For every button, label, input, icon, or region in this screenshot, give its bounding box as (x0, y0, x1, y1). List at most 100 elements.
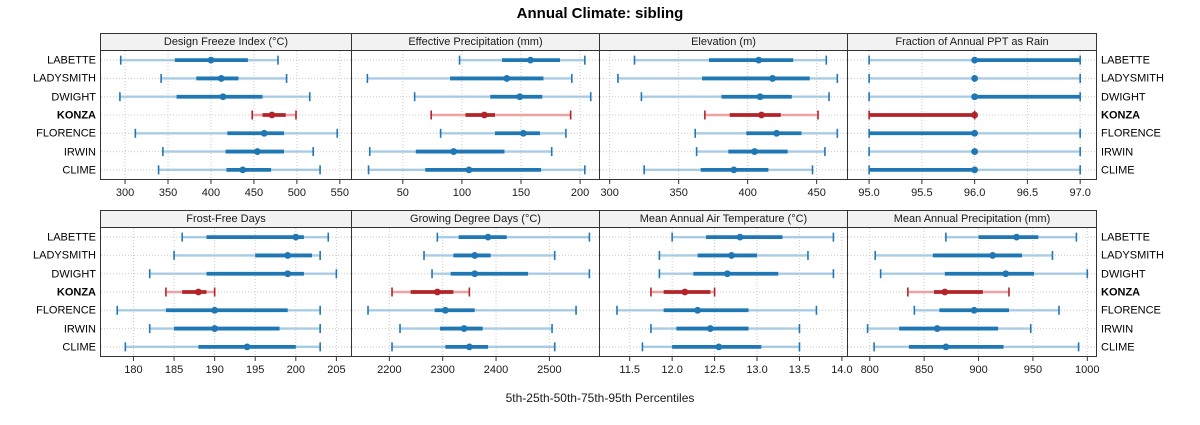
tick-label: 100 (453, 187, 471, 199)
tick-label: 12.0 (661, 364, 682, 376)
station-label-left-row0-clime: CLIME (62, 164, 96, 177)
x-axis-frost-free-days: 180 185 190 195 200 205 (100, 357, 352, 379)
whisker-fraction-annual-ppt-as-rain-florence (868, 128, 1081, 138)
station-label-right-row1-konza: KONZA (1101, 286, 1141, 299)
panel-plot-elevation (599, 50, 848, 180)
panel-plot-frost-free-days (100, 227, 352, 357)
station-label-left-row1-clime: CLIME (62, 341, 96, 354)
panel-header-elevation: Elevation (m) (599, 33, 848, 51)
panel-header-design-freeze-index: Design Freeze Index (°C) (100, 33, 352, 51)
plot-canvas-mean-annual-precipitation (848, 228, 1096, 356)
whisker-effective-precipitation-clime (367, 165, 586, 175)
tick-label: 350 (669, 187, 687, 199)
median-dot (736, 233, 744, 241)
median-dot (941, 288, 949, 296)
median-dot (441, 306, 449, 314)
tick-label: 450 (245, 187, 263, 199)
whisker-effective-precipitation-florence (439, 128, 567, 138)
tick-label: 2500 (537, 364, 561, 376)
whisker-frost-free-days-konza (165, 287, 216, 297)
whisker-mean-annual-air-temperature-labette (671, 232, 835, 242)
tick-label: 200 (287, 364, 305, 376)
panel-effective-precipitation: Effective Precipitation (mm) 50 100 150 200 (351, 33, 600, 202)
whisker-elevation-clime (643, 165, 814, 175)
panel-plot-design-freeze-index (100, 50, 352, 180)
station-label-left-row0-florence: FLORENCE (36, 127, 96, 140)
whisker-frost-free-days-labette (181, 232, 330, 242)
median-dot (471, 252, 479, 259)
panel-plot-mean-annual-air-temperature (599, 227, 848, 357)
median-dot (450, 148, 458, 155)
x-axis-growing-degree-days: 2200 2300 2400 2500 (351, 357, 600, 379)
median-dot (211, 306, 219, 314)
whisker-mean-annual-precipitation-konza (907, 287, 1010, 297)
whisker-growing-degree-days-ladysmith (423, 250, 556, 260)
whisker-design-freeze-index-florence (134, 128, 339, 138)
station-label-right-row0-ladysmith: LADYSMITH (1101, 72, 1164, 85)
median-dot (751, 148, 758, 155)
median-dot (715, 343, 723, 351)
tick-label: 2300 (430, 364, 454, 376)
panel-mean-annual-air-temperature: Mean Annual Air Temperature (°C) 11.5 12.0… (599, 210, 853, 379)
whisker-mean-annual-precipitation-florence (913, 305, 1060, 315)
whisker-mean-annual-air-temperature-florence (616, 305, 818, 315)
median-dot (1013, 233, 1020, 241)
station-label-left-row1-konza: KONZA (56, 286, 96, 299)
whisker-elevation-ladysmith (617, 73, 839, 83)
panel-header-mean-annual-precipitation: Mean Annual Precipitation (mm) (847, 210, 1097, 228)
panel-header-mean-annual-air-temperature: Mean Annual Air Temperature (°C) (599, 210, 848, 228)
whisker-growing-degree-days-labette (436, 232, 591, 242)
tick-label: 14.0 (831, 364, 852, 376)
median-dot (217, 75, 225, 82)
station-label-right-row0-clime: CLIME (1101, 164, 1135, 177)
tick-label: 500 (288, 187, 306, 199)
station-label-right-row1-labette: LABETTE (1101, 231, 1150, 244)
tick-label: 300 (116, 187, 134, 199)
plot-canvas-growing-degree-days (352, 228, 599, 356)
median-dot (527, 56, 534, 64)
median-dot (465, 166, 473, 174)
plot-canvas-design-freeze-index (101, 51, 351, 179)
tick-label: 300 (600, 187, 618, 199)
median-dot (755, 56, 763, 64)
median-dot (694, 306, 702, 314)
median-dot (460, 325, 468, 332)
tick-label: 400 (738, 187, 756, 199)
whisker-elevation-dwight (640, 92, 830, 102)
whisker-frost-free-days-florence (116, 305, 321, 315)
tick-label: 205 (327, 364, 345, 376)
station-label-right-row1-ladysmith: LADYSMITH (1101, 249, 1164, 262)
whisker-mean-annual-precipitation-ladysmith (874, 250, 1054, 260)
panel-plot-fraction-annual-ppt-as-rain (847, 50, 1097, 180)
whisker-mean-annual-air-temperature-clime (641, 342, 801, 352)
x-axis-mean-annual-air-temperature: 11.5 12.0 12.5 13.0 13.5 14.0 (599, 357, 853, 379)
x-axis-mean-annual-precipitation: 800 850 900 950 1000 (847, 357, 1100, 379)
whisker-frost-free-days-irwin (148, 324, 321, 334)
whisker-elevation-irwin (695, 147, 826, 157)
median-dot (942, 343, 950, 351)
x-axis-design-freeze-index: 300 350 400 450 500 550 (100, 180, 352, 202)
median-dot (195, 288, 202, 296)
median-dot (239, 166, 247, 174)
whisker-growing-degree-days-irwin (399, 324, 553, 334)
tick-label: 95.0 (858, 187, 879, 199)
tick-label: 800 (861, 364, 879, 376)
tick-label: 13.0 (746, 364, 767, 376)
median-dot (730, 166, 738, 174)
tick-label: 850 (915, 364, 933, 376)
median-dot (503, 75, 511, 82)
median-dot (284, 270, 292, 278)
whisker-effective-precipitation-ladysmith (366, 73, 573, 83)
panel-header-frost-free-days: Frost-Free Days (100, 210, 352, 228)
station-label-left-row1-florence: FLORENCE (36, 304, 96, 317)
station-label-left-row0-ladysmith: LADYSMITH (33, 72, 96, 85)
median-dot (971, 56, 979, 64)
tick-label: 450 (807, 187, 825, 199)
plot-canvas-elevation (600, 51, 847, 179)
whisker-elevation-florence (694, 128, 839, 138)
tick-label: 2200 (377, 364, 401, 376)
median-dot (465, 343, 473, 351)
x-axis-elevation: 300 350 400 450 (599, 180, 848, 202)
tick-label: 96.5 (1017, 187, 1038, 199)
median-dot (971, 75, 979, 82)
